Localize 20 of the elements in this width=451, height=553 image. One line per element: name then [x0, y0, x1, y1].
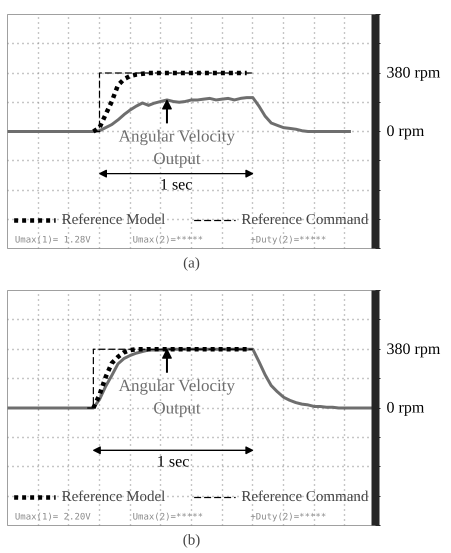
legend-label: Reference Command: [241, 488, 368, 506]
text: (b): [182, 532, 200, 548]
series-label: Angular Velocity Output: [118, 126, 236, 168]
annotation: Umax(2)=*****: [132, 236, 204, 246]
text: (a): [183, 256, 200, 272]
annotation: +Duty(2)=*****: [250, 512, 326, 522]
annotation: Umax(1)= 2.20V: [14, 512, 92, 522]
annotation: 1 sec: [156, 453, 190, 470]
y-tick-label: 0 rpm: [386, 400, 425, 416]
y-tick-label: 380 rpm: [386, 340, 441, 358]
series-label: Angular Velocity Output: [118, 376, 236, 418]
annotation: Umax(2)=*****: [132, 512, 204, 522]
annotation: Umax(1)= 1.28V: [14, 236, 92, 246]
y-tick-label: 0 rpm: [386, 123, 425, 140]
legend-label: Reference Model: [62, 212, 166, 228]
annotation: +Duty(2)=*****: [250, 236, 326, 246]
legend-label: Reference Model: [62, 488, 166, 506]
legend-label: Reference Command: [241, 212, 368, 228]
y-tick-label: 380 rpm: [386, 64, 441, 82]
annotation: 1 sec: [160, 176, 192, 194]
